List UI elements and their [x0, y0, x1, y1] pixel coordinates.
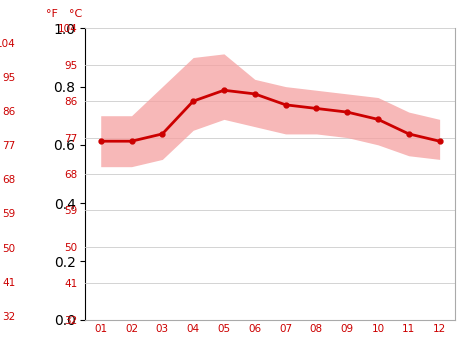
- Text: °F: °F: [46, 9, 58, 19]
- Text: °C: °C: [69, 9, 82, 19]
